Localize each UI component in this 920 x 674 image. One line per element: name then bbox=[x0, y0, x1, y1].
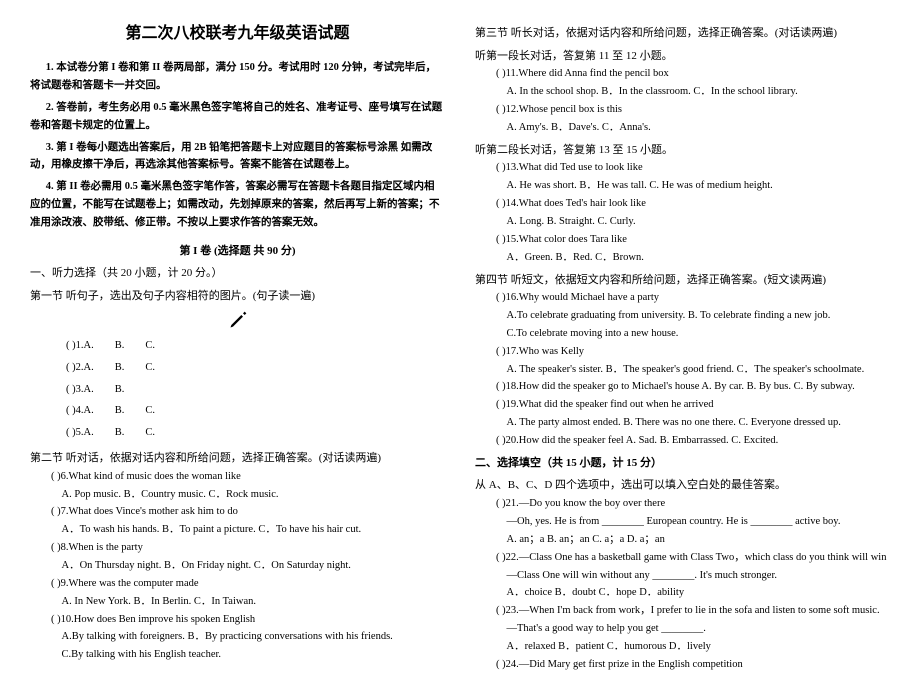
q12: ( )12.Whose pencil box is this bbox=[491, 101, 890, 119]
left-column: 第二次八校联考九年级英语试题 1. 本试卷分第 I 卷和第 II 卷两局部，满分… bbox=[30, 20, 445, 630]
q22: ( )22.—Class One has a basketball game w… bbox=[491, 549, 890, 567]
q18: ( )18.How did the speaker go to Michael'… bbox=[491, 378, 890, 396]
table-row: ( )4.A.B.C. bbox=[65, 401, 173, 421]
part1-sub2: 第二节 听对话，依据对话内容和所给问题，选择正确答案。(对话读两遍) bbox=[30, 449, 445, 468]
instruction-3: 3. 第 I 卷每小题选出答案后，用 2B 铅笔把答题卡上对应题目的答案标号涂黑… bbox=[30, 139, 445, 175]
right-column: 第三节 听长对话，依据对话内容和所给问题，选择正确答案。(对话读两遍) 听第一段… bbox=[475, 20, 890, 630]
q10-option-a: A.By talking with foreigners. B．By pract… bbox=[30, 628, 445, 646]
q9: ( )9.Where was the computer made bbox=[46, 575, 445, 593]
q21-line: —Oh, yes. He is from ________ European c… bbox=[475, 513, 890, 531]
instruction-2: 2. 答卷前，考生务必用 0.5 毫米黑色签字笔将自己的姓名、准考证号、座号填写… bbox=[30, 99, 445, 135]
q9-options: A. In New York. B．In Berlin. C．In Taiwan… bbox=[30, 593, 445, 611]
q7-options: A．To wash his hands. B．To paint a pictur… bbox=[30, 521, 445, 539]
q14: ( )14.What does Ted's hair look like bbox=[491, 195, 890, 213]
q7: ( )7.What does Vince's mother ask him to… bbox=[46, 503, 445, 521]
q8-options: A．On Thursday night. B．On Friday night. … bbox=[30, 557, 445, 575]
pen-icon bbox=[228, 310, 248, 330]
q6-options: A. Pop music. B．Country music. C．Rock mu… bbox=[30, 486, 445, 504]
q22-options: A．choice B．doubt C．hope D．ability bbox=[475, 584, 890, 602]
q12-options: A. Amy's. B．Dave's. C．Anna's. bbox=[475, 119, 890, 137]
table-row: ( )1.A.B.C. bbox=[65, 336, 173, 356]
q23-line: —That's a good way to help you get _____… bbox=[475, 620, 890, 638]
q10-option-c: C.By talking with his English teacher. bbox=[30, 646, 445, 664]
q10: ( )10.How does Ben improve his spoken En… bbox=[46, 611, 445, 629]
table-row: ( )2.A.B.C. bbox=[65, 358, 173, 378]
q20: ( )20.How did the speaker feel A. Sad. B… bbox=[491, 432, 890, 450]
q11-options: A. In the school shop. B．In the classroo… bbox=[475, 83, 890, 101]
part1-sub: 第一节 听句子，选出及句子内容相符的图片。(句子读一遍) bbox=[30, 287, 445, 306]
q23: ( )23.—When I'm back from work，I prefer … bbox=[491, 602, 890, 620]
q17: ( )17.Who was Kelly bbox=[491, 343, 890, 361]
page-title: 第二次八校联考九年级英语试题 bbox=[30, 20, 445, 47]
part2-sub: 从 A、B、C、D 四个选项中，选出可以填入空白处的最佳答案。 bbox=[475, 476, 890, 495]
part2-header: 二、选择填空（共 15 小题，计 15 分） bbox=[475, 454, 890, 473]
part3-sub2: 听第二段长对话，答复第 13 至 15 小题。 bbox=[475, 141, 890, 160]
q14-options: A. Long. B. Straight. C. Curly. bbox=[475, 213, 890, 231]
q19: ( )19.What did the speaker find out when… bbox=[491, 396, 890, 414]
q21-options: A. an；a B. an；an C. a；a D. a；an bbox=[475, 531, 890, 549]
q15: ( )15.What color does Tara like bbox=[491, 231, 890, 249]
q19-options: A. The party almost ended. B. There was … bbox=[475, 414, 890, 432]
table-row: ( )5.A.B.C. bbox=[65, 423, 173, 443]
q6: ( )6.What kind of music does the woman l… bbox=[46, 468, 445, 486]
q16-option-a: A.To celebrate graduating from universit… bbox=[475, 307, 890, 325]
q21: ( )21.—Do you know the boy over there bbox=[491, 495, 890, 513]
part3-sub1: 听第一段长对话，答复第 11 至 12 小题。 bbox=[475, 47, 890, 66]
q17-options: A. The speaker's sister. B．The speaker's… bbox=[475, 361, 890, 379]
q13: ( )13.What did Ted use to look like bbox=[491, 159, 890, 177]
q16-option-c: C.To celebrate moving into a new house. bbox=[475, 325, 890, 343]
q24: ( )24.—Did Mary get first prize in the E… bbox=[491, 656, 890, 674]
part1-header: 一、听力选择（共 20 小题，计 20 分。） bbox=[30, 264, 445, 283]
table-row: ( )3.A.B. bbox=[65, 380, 173, 400]
q8: ( )8.When is the party bbox=[46, 539, 445, 557]
q13-options: A. He was short. B．He was tall. C. He wa… bbox=[475, 177, 890, 195]
q22-line: —Class One will win without any ________… bbox=[475, 567, 890, 585]
q16: ( )16.Why would Michael have a party bbox=[491, 289, 890, 307]
section-1-header: 第 I 卷 (选择题 共 90 分) bbox=[30, 242, 445, 261]
part3-header: 第三节 听长对话，依据对话内容和所给问题，选择正确答案。(对话读两遍) bbox=[475, 24, 890, 43]
q11: ( )11.Where did Anna find the pencil box bbox=[491, 65, 890, 83]
pen-image-placeholder bbox=[30, 310, 445, 330]
picture-choice-table: ( )1.A.B.C. ( )2.A.B.C. ( )3.A.B. ( )4.A… bbox=[63, 334, 175, 445]
q15-options: A．Green. B．Red. C．Brown. bbox=[475, 249, 890, 267]
q23-options: A．relaxed B．patient C．humorous D．lively bbox=[475, 638, 890, 656]
part4-header: 第四节 听短文，依据短文内容和所给问题，选择正确答案。(短文读两遍) bbox=[475, 271, 890, 290]
instruction-1: 1. 本试卷分第 I 卷和第 II 卷两局部，满分 150 分。考试用时 120… bbox=[30, 59, 445, 95]
instruction-4: 4. 第 II 卷必需用 0.5 毫米黑色签字笔作答，答案必需写在答题卡各题目指… bbox=[30, 178, 445, 232]
